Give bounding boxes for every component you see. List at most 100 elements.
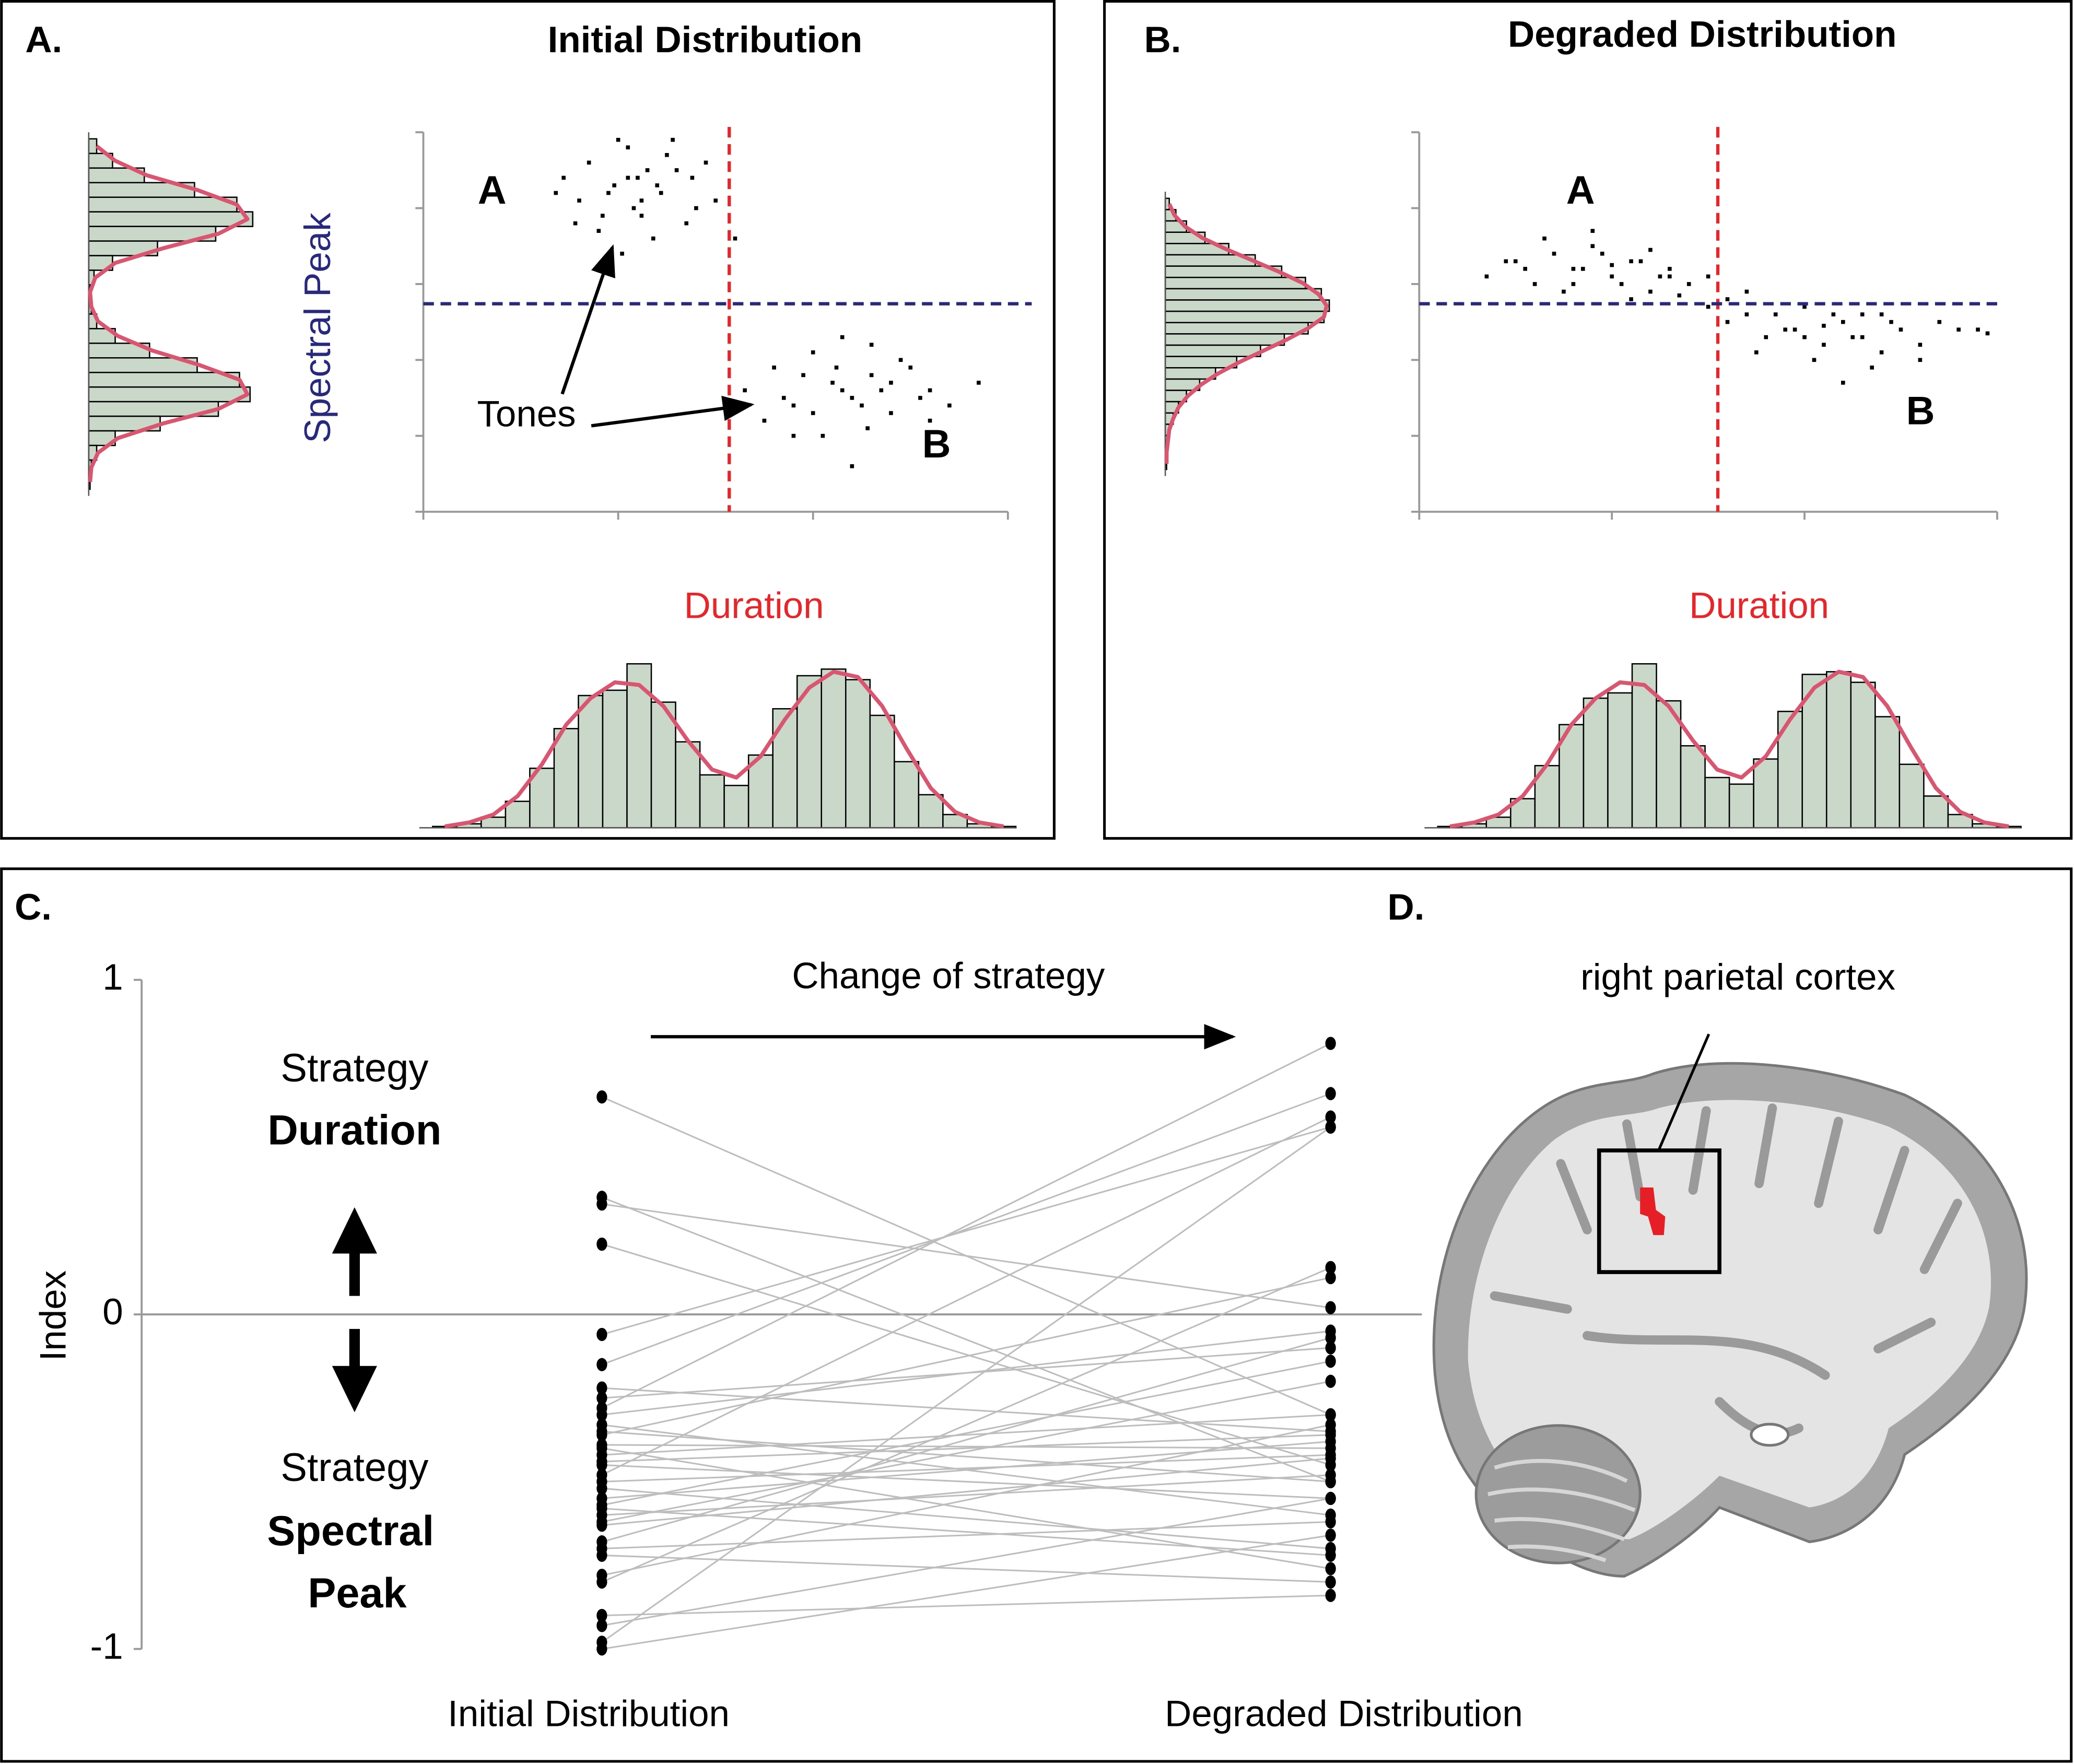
scatter-point: [781, 396, 786, 400]
participant-line: [601, 1092, 1331, 1366]
arrow-label: Change of strategy: [792, 956, 1105, 997]
scatter-point: [1686, 282, 1691, 286]
scatter-point: [791, 433, 796, 438]
scatter-point: [830, 381, 835, 385]
participant-line: [602, 1380, 1331, 1523]
histogram-bar: [869, 714, 895, 829]
scatter-point: [840, 335, 845, 339]
histogram-bar: [1874, 716, 1901, 829]
scatter-point: [1764, 335, 1768, 339]
scatter-point: [1754, 350, 1759, 355]
scatter-point: [1504, 259, 1508, 264]
cluster-label: B: [1906, 389, 1935, 433]
participant-dot: [596, 1090, 607, 1104]
histogram-bar: [1704, 777, 1730, 829]
upper-label: Strategy: [280, 1046, 428, 1090]
annotation-arrow: [591, 395, 755, 428]
fit-curve: [1449, 669, 2009, 829]
participant-dot: [596, 1408, 607, 1421]
participant-line: [602, 1203, 1331, 1309]
scatter-point: [561, 175, 566, 180]
scatter-point: [1610, 274, 1614, 279]
participant-dot: [1325, 1589, 1336, 1602]
participant-dot: [596, 1535, 607, 1549]
histogram-bar: [1923, 795, 1949, 829]
participant-dot: [596, 1197, 607, 1211]
participant-dot: [596, 1619, 607, 1632]
cluster-label: A: [478, 168, 507, 213]
scatter-point: [690, 175, 695, 180]
participant-dot: [1325, 1301, 1336, 1314]
participant-line: [602, 1521, 1331, 1550]
scatter-point: [1841, 381, 1845, 385]
y-tick-label: -1: [90, 1626, 123, 1667]
participant-dot: [596, 1441, 607, 1455]
cluster-label: B: [922, 422, 951, 466]
histogram-bar: [88, 211, 254, 227]
histogram-bar: [1850, 681, 1876, 829]
participant-dot: [1325, 1562, 1336, 1575]
participant-dot: [596, 1548, 607, 1562]
scatter-point: [1802, 335, 1807, 339]
participant-line: [602, 1457, 1331, 1526]
lower-label: Peak: [308, 1570, 407, 1617]
histogram-bar: [1607, 692, 1633, 829]
histogram-bar: [1164, 265, 1283, 278]
participant-line: [602, 1444, 1331, 1449]
scatter-point: [587, 160, 591, 165]
scatter-point: [947, 403, 952, 408]
scatter-point: [1841, 320, 1845, 324]
participant-dot: [1325, 1341, 1336, 1355]
scatter-point: [626, 145, 630, 150]
participant-line: [601, 1126, 1331, 1643]
participant-dot: [596, 1501, 607, 1515]
histogram-bar: [699, 774, 725, 829]
participant-dot: [1325, 1037, 1336, 1050]
panel-label: C.: [15, 887, 52, 928]
scatter-point: [1831, 312, 1836, 316]
scatter-point: [1523, 267, 1527, 271]
histogram-bar: [723, 784, 749, 829]
scatter-point: [821, 433, 825, 438]
histogram-bar: [88, 371, 240, 388]
participant-line: [602, 1430, 1331, 1483]
scatter-point: [639, 214, 644, 218]
x-axis-label: Duration: [684, 585, 824, 627]
scatter-point: [671, 137, 675, 142]
scatter-point: [704, 160, 708, 165]
scatter-point: [1850, 335, 1855, 339]
roi-pointer: [1657, 1033, 1710, 1151]
up-arrow: [332, 1207, 377, 1296]
participant-line: [602, 1440, 1331, 1499]
y-tick-label: 1: [102, 957, 123, 998]
scatter-point: [713, 198, 718, 203]
histogram-bar: [1164, 276, 1306, 290]
participant-line: [601, 1196, 1331, 1483]
scatter-point: [684, 221, 689, 226]
scatter-point: [674, 168, 679, 172]
scatter-point: [1744, 289, 1749, 294]
scatter-point: [606, 191, 611, 195]
histogram-bar: [578, 695, 604, 829]
participant-dot: [596, 1327, 607, 1342]
scatter-point: [1629, 259, 1633, 264]
scatter-point: [573, 221, 578, 226]
scatter-point: [694, 206, 698, 210]
scatter-point: [908, 366, 913, 370]
scatter-point: [811, 411, 815, 415]
annotation: Tones: [477, 393, 576, 434]
scatter-point: [879, 388, 884, 393]
scatter-point: [639, 198, 644, 203]
histogram-bar: [1164, 288, 1322, 301]
scatter-point: [1590, 244, 1595, 249]
scatter-point: [977, 381, 981, 385]
histogram-bar: [1164, 356, 1238, 369]
histogram-bar: [894, 761, 920, 829]
participant-dot: [1325, 1475, 1336, 1489]
scatter-point: [1879, 312, 1884, 316]
histogram-bar: [1825, 671, 1852, 829]
scatter-point: [600, 214, 605, 218]
participant-dot: [1325, 1548, 1336, 1562]
scatter-point: [616, 137, 620, 142]
scatter-point: [1484, 274, 1489, 279]
